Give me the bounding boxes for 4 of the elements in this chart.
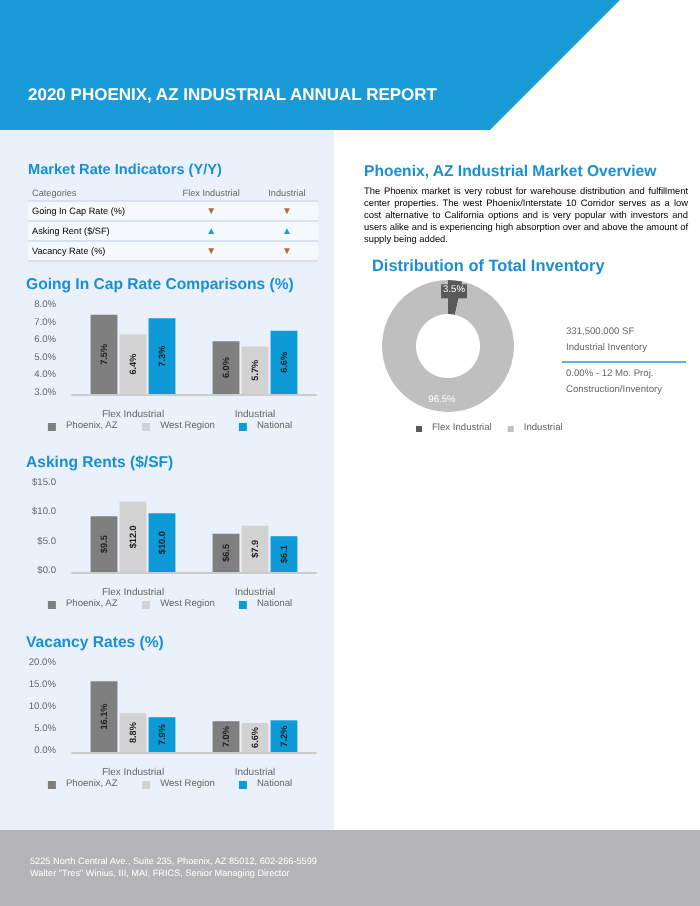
bar xyxy=(90,681,118,752)
text: 2020 PHOENIX, AZ INDUSTRIAL ANNUAL REPORT xyxy=(28,84,440,104)
bar xyxy=(90,516,118,572)
chart-title: Distribution of Total Inventory xyxy=(372,257,606,275)
